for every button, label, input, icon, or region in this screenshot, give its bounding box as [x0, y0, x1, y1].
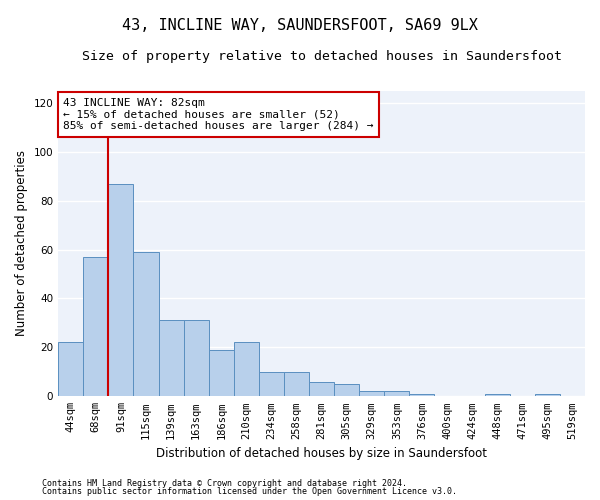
Bar	[359, 392, 385, 396]
Bar	[284, 372, 309, 396]
Y-axis label: Number of detached properties: Number of detached properties	[15, 150, 28, 336]
Bar	[133, 252, 158, 396]
Bar	[485, 394, 510, 396]
Text: 43, INCLINE WAY, SAUNDERSFOOT, SA69 9LX: 43, INCLINE WAY, SAUNDERSFOOT, SA69 9LX	[122, 18, 478, 32]
Bar	[234, 342, 259, 396]
X-axis label: Distribution of detached houses by size in Saundersfoot: Distribution of detached houses by size …	[156, 447, 487, 460]
Bar	[58, 342, 83, 396]
Bar	[535, 394, 560, 396]
Title: Size of property relative to detached houses in Saundersfoot: Size of property relative to detached ho…	[82, 50, 562, 63]
Text: Contains public sector information licensed under the Open Government Licence v3: Contains public sector information licen…	[42, 487, 457, 496]
Bar	[334, 384, 359, 396]
Bar	[259, 372, 284, 396]
Bar	[184, 320, 209, 396]
Bar	[83, 257, 109, 396]
Bar	[309, 382, 334, 396]
Bar	[209, 350, 234, 397]
Bar	[385, 392, 409, 396]
Bar	[409, 394, 434, 396]
Text: Contains HM Land Registry data © Crown copyright and database right 2024.: Contains HM Land Registry data © Crown c…	[42, 478, 407, 488]
Bar	[158, 320, 184, 396]
Text: 43 INCLINE WAY: 82sqm
← 15% of detached houses are smaller (52)
85% of semi-deta: 43 INCLINE WAY: 82sqm ← 15% of detached …	[63, 98, 374, 131]
Bar	[109, 184, 133, 396]
